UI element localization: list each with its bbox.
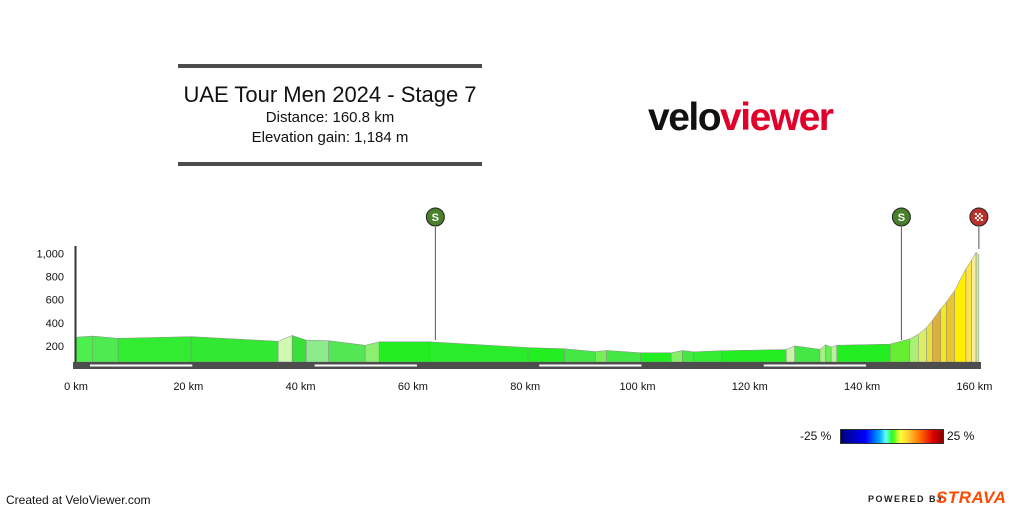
elevation-gain-text: Elevation gain: 1,184 m (251, 129, 409, 146)
profile-segment-17 (682, 350, 694, 363)
gradient-legend: -25 % 25 % (800, 428, 980, 444)
profile-segment-9 (378, 341, 430, 363)
sprint-marker-icon (891, 207, 911, 227)
profile-segment-19 (721, 349, 787, 363)
profile-segment-8 (364, 341, 380, 363)
finish-flag-square (976, 215, 979, 217)
finish-flag-square (976, 219, 979, 221)
profile-segment-13 (595, 350, 607, 363)
road-strip (73, 362, 981, 369)
finish-flag-square (978, 217, 981, 219)
finish-flag-square (974, 217, 977, 219)
profile-segment-18 (693, 350, 722, 363)
profile-segment-14 (606, 350, 641, 363)
profile-segment-10 (429, 341, 529, 363)
profile-segment-1 (92, 335, 119, 363)
profile-segment-33 (954, 268, 967, 363)
profile-segment-7 (328, 340, 366, 363)
y-tick-label: 600 (46, 295, 64, 307)
elevation-profile-chart: 200 400 600 800 1,000 0 km 20 km 40 km 60 km 80 k… (36, 207, 992, 393)
x-tick-label: 20 km (173, 381, 203, 393)
finish-flag-square (980, 219, 983, 221)
profile-segment-12 (564, 348, 596, 363)
stage-title-block: UAE Tour Men 2024 - Stage 7 Distance: 16… (178, 64, 482, 166)
gradient-legend-min-label: -25 % (800, 429, 832, 443)
road-stripe-0 (90, 364, 193, 367)
profile-segment-36 (975, 251, 980, 363)
x-tick-label: 160 km (956, 381, 992, 393)
finish-flag-square (974, 213, 977, 215)
x-tick-label: 140 km (844, 381, 880, 393)
profile-segment-24 (830, 344, 838, 363)
profile-segment-11 (527, 347, 565, 363)
y-tick-label: 200 (46, 341, 64, 353)
profile-segment-32 (946, 289, 955, 363)
profile-segment-5 (291, 335, 307, 363)
profile-segment-25 (836, 343, 891, 363)
y-tick-label: 1,000 (36, 249, 64, 261)
veloviewer-logo: veloviewer (648, 94, 834, 142)
profile-segment-20 (786, 345, 795, 363)
powered-by-label: POWERED BY (868, 494, 945, 504)
profile-segment-31 (940, 301, 947, 363)
profile-segment-28 (917, 326, 927, 363)
profile-segment-26 (889, 338, 911, 363)
title-rule-bottom (178, 162, 482, 166)
x-tick-label: 120 km (732, 381, 768, 393)
sprint-marker-label: S (898, 212, 905, 224)
sprint-marker-icon (425, 207, 445, 227)
distance-text: Distance: 160.8 km (265, 109, 395, 126)
x-tick-label: 0 km (64, 381, 88, 393)
road-stripe-2 (314, 364, 417, 367)
logo-part-velo: velo (648, 96, 722, 139)
profile-segment-21 (794, 345, 821, 363)
profile-segment-4 (277, 335, 293, 363)
profile-segment-27 (909, 333, 919, 363)
gradient-legend-max-label: 25 % (947, 429, 975, 443)
profile-segment-29 (926, 319, 933, 363)
stage-title: UAE Tour Men 2024 - Stage 7 (183, 82, 477, 107)
gradient-color-scale (840, 429, 944, 444)
x-tick-label: 80 km (510, 381, 540, 393)
profile-segment-0 (75, 335, 94, 363)
road-stripe-4 (539, 364, 642, 367)
road-stripe-6 (763, 364, 867, 367)
created-at-credit: Created at VeloViewer.com (6, 493, 151, 507)
finish-flag-square (978, 213, 981, 215)
profile-segment-3 (190, 336, 279, 363)
profile-segment-15 (640, 352, 672, 363)
y-tick-label: 400 (46, 318, 64, 330)
finish-flag-square (980, 215, 983, 217)
profile-segment-22 (819, 344, 826, 363)
profile-segment-34 (965, 259, 972, 363)
profile-segment-6 (305, 339, 329, 363)
x-tick-label: 100 km (619, 381, 655, 393)
profile-segment-16 (670, 350, 683, 363)
x-tick-label: 40 km (286, 381, 316, 393)
strava-logo: STRAVA (936, 488, 1007, 507)
profile-segment-23 (825, 344, 832, 363)
x-tick-label: 60 km (398, 381, 428, 393)
sprint-marker-label: S (432, 212, 439, 224)
profile-segment-2 (117, 336, 192, 363)
logo-part-viewer: viewer (720, 96, 834, 139)
profile-segment-35 (971, 251, 977, 363)
y-tick-label: 800 (46, 272, 64, 284)
title-rule-top (178, 64, 482, 68)
powered-by-strava: POWERED BY STRAVA (868, 488, 1018, 508)
profile-segment-30 (932, 308, 941, 363)
